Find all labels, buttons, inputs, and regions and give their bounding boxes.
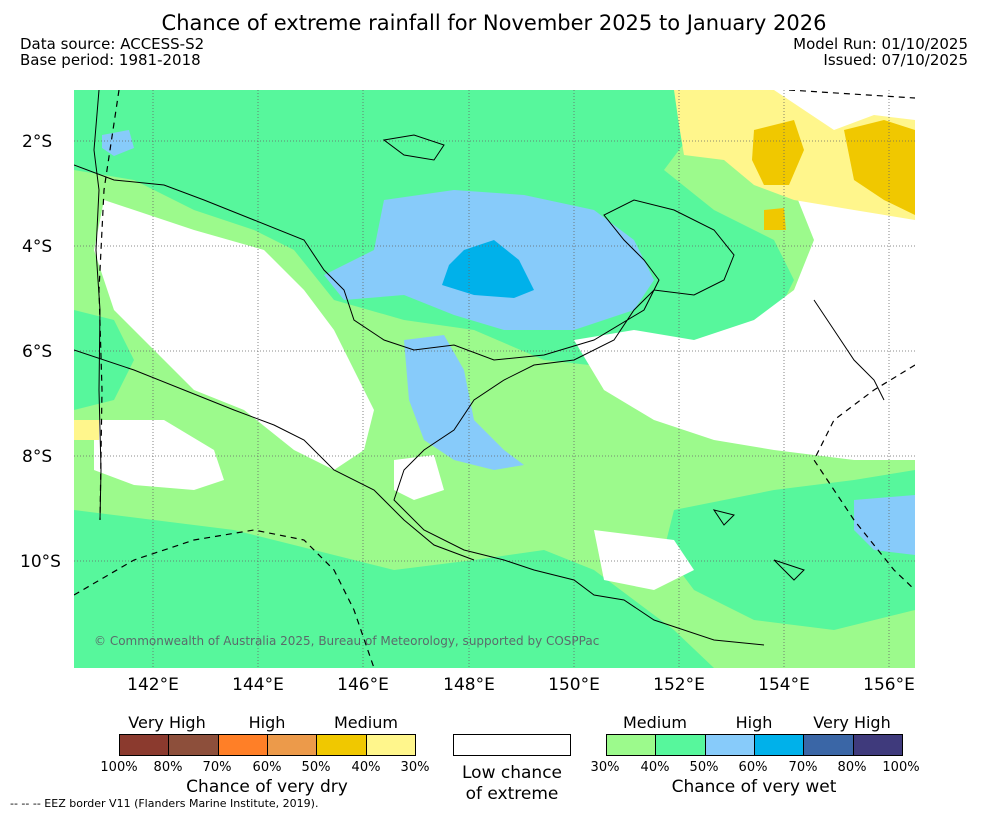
- chart-title: Chance of extreme rainfall for November …: [161, 11, 827, 35]
- rainfall-map[interactable]: © Commonwealth of Australia 2025, Bureau…: [74, 90, 915, 668]
- neutral-line-2: of extreme: [465, 784, 559, 804]
- wet-cat-very-high: Very High: [813, 713, 891, 732]
- wet-legend-title: Chance of very wet: [671, 777, 837, 797]
- low-chance-swatch: [453, 734, 571, 756]
- very-wet-core: [442, 240, 534, 298]
- xtick-152e: 152°E: [653, 675, 705, 695]
- xtick-156e: 156°E: [863, 675, 915, 695]
- eez-footnote: -- -- -- EEZ border V11 (Flanders Marine…: [10, 797, 319, 810]
- low-chance-southwest: [94, 420, 224, 490]
- low-chance-southcentral: [594, 530, 694, 590]
- xtick-144e: 144°E: [232, 675, 284, 695]
- wet-pct-4: 70%: [788, 760, 818, 775]
- dry-pct-6: 30%: [400, 760, 430, 775]
- meta-left: Data source: ACCESS-S2 Base period: 1981…: [20, 36, 204, 68]
- xtick-154e: 154°E: [758, 675, 810, 695]
- wet-pct-0: 30%: [590, 760, 620, 775]
- wet-swatch-2: [704, 734, 755, 756]
- wet-swatch-3: [754, 734, 805, 756]
- wet-zone-southeast: [854, 495, 915, 555]
- dry-pct-2: 70%: [202, 760, 232, 775]
- xtick-148e: 148°E: [443, 675, 495, 695]
- neutral-line-1: Low chance: [462, 763, 562, 783]
- wet-swatch-5: [852, 734, 903, 756]
- wet-swatch-0: [606, 734, 657, 756]
- ytick-2s: 2°S: [22, 132, 53, 152]
- high-zone-southwest: [74, 510, 714, 668]
- dry-pct-5: 40%: [351, 760, 381, 775]
- wet-swatch-4: [803, 734, 854, 756]
- dry-swatch-5: [365, 734, 416, 756]
- dry-zone-east-medium: [844, 120, 915, 215]
- dry-pct-0: 100%: [100, 760, 138, 775]
- dry-cat-medium: Medium: [334, 713, 398, 732]
- dry-swatch-0: [119, 734, 170, 756]
- dry-pct-1: 80%: [153, 760, 183, 775]
- dry-pct-4: 50%: [301, 760, 331, 775]
- dry-swatch-1: [168, 734, 219, 756]
- ytick-4s: 4°S: [22, 237, 53, 257]
- wet-pct-2: 50%: [689, 760, 719, 775]
- gridlines: [74, 90, 915, 668]
- wet-pct-5: 80%: [837, 760, 867, 775]
- low-chance-west: [94, 200, 374, 470]
- meta-right: Model Run: 01/10/2025 Issued: 07/10/2025: [793, 36, 968, 68]
- xtick-150e: 150°E: [548, 675, 600, 695]
- neutral-legend: Low chance of extreme: [432, 763, 592, 805]
- dry-zone-west-light: [74, 420, 99, 440]
- ytick-8s: 8°S: [22, 447, 53, 467]
- wet-pct-3: 60%: [738, 760, 768, 775]
- dry-swatch-3: [267, 734, 318, 756]
- data-source: Data source: ACCESS-S2: [20, 35, 205, 53]
- eez-borders: [74, 90, 915, 668]
- wet-pct-6: 100%: [882, 760, 920, 775]
- wet-zone-south: [404, 335, 524, 470]
- ytick-10s: 10°S: [20, 552, 61, 572]
- dry-legend-title: Chance of very dry: [186, 777, 348, 797]
- dry-cat-very-high: Very High: [128, 713, 206, 732]
- dry-swatch-2: [217, 734, 268, 756]
- base-period: Base period: 1981-2018: [20, 51, 201, 69]
- model-run: Model Run: 01/10/2025: [793, 35, 968, 53]
- issued-date: Issued: 07/10/2025: [823, 51, 968, 69]
- wet-cat-high: High: [735, 713, 773, 732]
- xtick-142e: 142°E: [127, 675, 179, 695]
- wet-pct-1: 40%: [640, 760, 670, 775]
- dry-zone-small: [764, 208, 786, 230]
- dry-cat-high: High: [248, 713, 286, 732]
- high-zone-southeast: [664, 470, 915, 630]
- dry-zone-northeast-medium: [752, 120, 804, 185]
- dry-swatch-4: [316, 734, 367, 756]
- wet-swatch-1: [655, 734, 706, 756]
- wet-cat-medium: Medium: [623, 713, 687, 732]
- low-chance-south: [394, 455, 444, 500]
- xtick-146e: 146°E: [337, 675, 389, 695]
- copyright-notice: © Commonwealth of Australia 2025, Bureau…: [94, 634, 599, 648]
- dry-pct-3: 60%: [252, 760, 282, 775]
- ytick-6s: 6°S: [22, 342, 53, 362]
